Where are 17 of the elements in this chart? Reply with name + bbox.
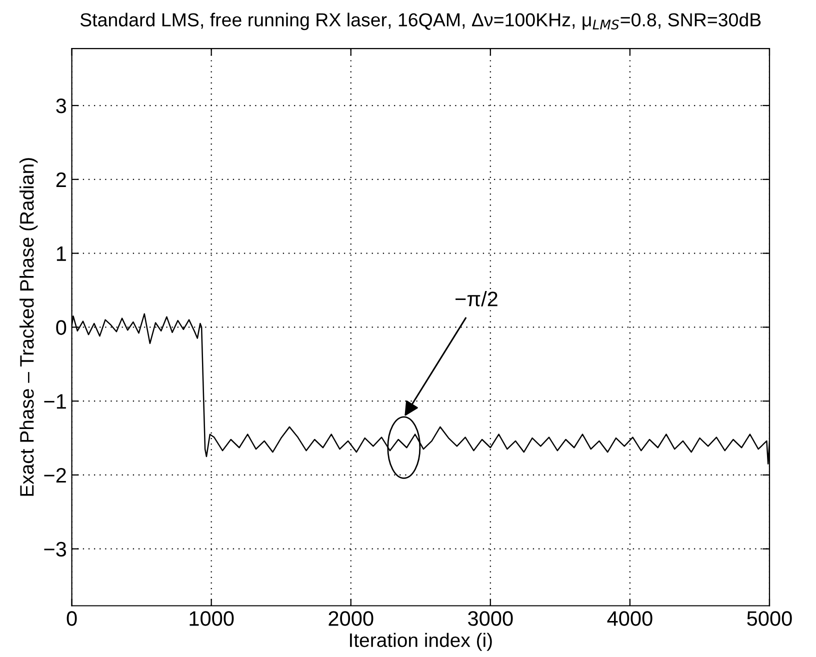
y-tick-label: 1 xyxy=(56,246,66,261)
x-tick-label: 5000 xyxy=(747,611,792,626)
y-axis-title: Exact Phase – Tracked Phase (Radian) xyxy=(20,158,38,496)
x-axis-title: Iteration index (i) xyxy=(350,632,492,651)
x-tick-label: 3000 xyxy=(468,611,513,626)
x-tick-label: 4000 xyxy=(607,611,652,626)
y-tick-label: 3 xyxy=(56,98,66,114)
y-tick-label: 2 xyxy=(56,172,66,187)
y-tick-label: −2 xyxy=(44,468,66,483)
chart-title: Standard LMS, free running RX laser, 16QAM, Δν=100KHz, μ$_{LMS}$=0.8, SNR=30dB xyxy=(80,12,761,30)
y-tick-label: 0 xyxy=(56,320,66,335)
x-tick-label: 0 xyxy=(66,611,77,626)
x-tick-label: 2000 xyxy=(328,611,374,626)
y-tick-label: −1 xyxy=(44,394,66,409)
y-tick-label: −3 xyxy=(44,542,66,557)
annotation: −π/2 xyxy=(456,291,498,306)
x-tick-label: 1000 xyxy=(190,611,234,626)
